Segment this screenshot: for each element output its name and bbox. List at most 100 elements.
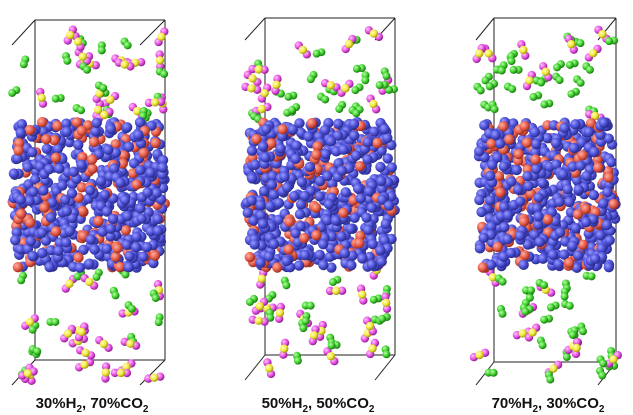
c-atom xyxy=(37,94,45,102)
h2-atom xyxy=(376,81,384,89)
c-atom xyxy=(475,351,483,359)
metal-atom-blue xyxy=(503,210,513,220)
metal-atom-orange xyxy=(543,214,553,224)
h2-atom xyxy=(246,298,254,306)
metal-atom-blue xyxy=(295,209,305,219)
metal-atom-blue xyxy=(315,176,325,186)
h2-atom xyxy=(77,106,85,114)
metal-atom-blue xyxy=(65,226,75,236)
metal-atom-blue xyxy=(152,214,162,224)
metal-atom-orange xyxy=(318,260,328,270)
metal-atom-blue xyxy=(375,162,385,172)
simulation-panel: 70%H2, 30%CO2 xyxy=(470,18,622,415)
label-text: , 30%CO xyxy=(538,395,599,412)
metal-atom-blue xyxy=(382,133,392,143)
metal-atom-orange xyxy=(26,236,36,246)
metal-atom-blue xyxy=(75,262,85,272)
nanoparticle xyxy=(8,117,170,273)
metal-atom-blue xyxy=(157,162,167,172)
metal-atom-blue xyxy=(61,237,71,247)
h2-atom xyxy=(598,371,606,379)
metal-atom-blue xyxy=(548,250,558,260)
c-atom xyxy=(366,322,374,330)
metal-atom-blue xyxy=(111,252,121,262)
metal-atom-blue xyxy=(44,164,54,174)
c-atom xyxy=(79,52,87,60)
metal-atom-orange xyxy=(76,160,86,170)
metal-atom-orange xyxy=(288,124,298,134)
metal-atom-blue xyxy=(567,241,577,251)
metal-atom-blue xyxy=(100,190,110,200)
metal-atom-blue xyxy=(28,187,38,197)
metal-atom-blue xyxy=(377,256,387,266)
h2-atom xyxy=(20,60,28,68)
metal-atom-blue xyxy=(311,150,321,160)
metal-atom-blue xyxy=(133,130,143,140)
box-edge xyxy=(12,20,35,45)
h2-atom xyxy=(282,281,290,289)
c-atom xyxy=(475,49,483,57)
metal-atom-blue xyxy=(531,164,541,174)
metal-atom-blue xyxy=(474,195,484,205)
metal-atom-blue xyxy=(145,167,155,177)
c-atom xyxy=(258,105,266,113)
metal-atom-blue xyxy=(573,184,583,194)
metal-atom-blue xyxy=(485,195,495,205)
h2-atom xyxy=(92,273,100,281)
h2-atom xyxy=(540,281,548,289)
metal-atom-orange xyxy=(250,160,260,170)
metal-atom-blue xyxy=(375,245,385,255)
metal-atom-blue xyxy=(291,154,301,164)
h2-atom xyxy=(499,310,507,318)
c-atom xyxy=(341,84,349,92)
metal-atom-blue xyxy=(522,171,532,181)
metal-atom-blue xyxy=(109,163,119,173)
c-atom xyxy=(572,344,580,352)
metal-atom-blue xyxy=(277,124,287,134)
c-atom xyxy=(151,98,159,106)
metal-atom-orange xyxy=(135,203,145,213)
metal-atom-blue xyxy=(564,258,574,268)
h2-atom xyxy=(17,276,25,284)
metal-atom-blue xyxy=(102,244,112,254)
metal-atom-blue xyxy=(106,223,116,233)
metal-atom-blue xyxy=(25,125,35,135)
metal-atom-blue xyxy=(85,185,95,195)
metal-atom-blue xyxy=(135,165,145,175)
h2-atom xyxy=(351,86,359,94)
metal-atom-orange xyxy=(499,222,509,232)
c-atom xyxy=(120,60,128,68)
metal-atom-orange xyxy=(68,167,78,177)
metal-atom-blue xyxy=(320,149,330,159)
c-atom xyxy=(272,81,280,89)
c-atom xyxy=(260,89,268,97)
h2-atom xyxy=(588,272,596,280)
h2-atom xyxy=(51,318,59,326)
label-subscript: 2 xyxy=(143,404,149,415)
metal-atom-blue xyxy=(345,224,355,234)
c-atom xyxy=(310,331,318,339)
metal-atom-blue xyxy=(559,123,569,133)
h2-atom xyxy=(328,342,336,350)
c-atom xyxy=(276,309,284,317)
c-atom xyxy=(100,340,108,348)
panel-label: 30%H2, 70%CO2 xyxy=(36,395,149,415)
h2-atom xyxy=(510,66,518,74)
h2-atom xyxy=(540,100,548,108)
c-atom xyxy=(542,68,550,76)
h2-atom xyxy=(490,369,498,377)
metal-atom-blue xyxy=(604,262,614,272)
metal-atom-blue xyxy=(281,256,291,266)
metal-atom-orange xyxy=(258,219,268,229)
metal-atom-blue xyxy=(243,208,253,218)
h2-atom xyxy=(576,39,584,47)
h2-atom xyxy=(566,302,574,310)
h2-atom xyxy=(508,57,516,65)
metal-atom-blue xyxy=(131,232,141,242)
simulation-panel: 30%H2, 70%CO2 xyxy=(8,20,170,415)
metal-atom-blue xyxy=(530,127,540,137)
c-atom xyxy=(528,328,536,336)
metal-atom-blue xyxy=(150,138,160,148)
h2-atom xyxy=(321,95,329,103)
